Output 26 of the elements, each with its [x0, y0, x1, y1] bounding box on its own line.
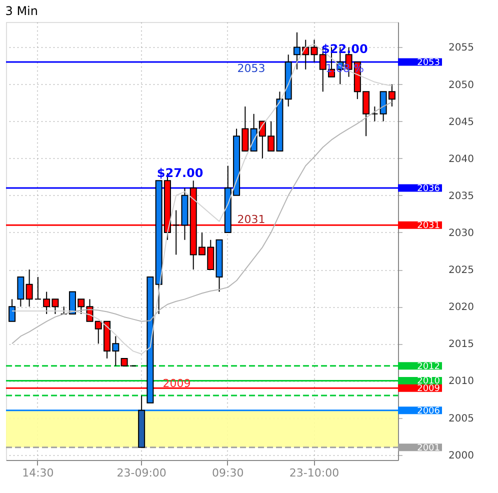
y-tick-label: 2050 [448, 80, 474, 91]
y-tick-label: 2045 [448, 116, 474, 128]
ref-line-label: 2036 [417, 184, 440, 194]
y-tick-label: 2035 [448, 190, 474, 202]
chart-title: 3 Min [5, 4, 38, 18]
annotation: 2053 [237, 62, 266, 75]
y-tick-label: 2040 [448, 154, 474, 165]
y-tick-label: 2010 [448, 376, 474, 388]
ref-line-label: 2001 [417, 443, 440, 454]
x-tick-label: 23-10:00 [289, 466, 340, 480]
annotation: $27.00 [156, 166, 204, 180]
y-tick-label: 2005 [448, 413, 474, 424]
x-tick-label: 14:30 [22, 466, 54, 480]
ref-line-label: 2031 [417, 221, 440, 232]
ref-line-label: 2053 [417, 58, 440, 68]
y-tick-label: 2055 [448, 42, 474, 54]
annotation: 2031 [237, 212, 266, 226]
ref-line-label: 2006 [417, 406, 440, 416]
y-tick-label: 2030 [448, 228, 474, 239]
y-tick-label: 2000 [448, 450, 474, 462]
ref-line-label: 2012 [417, 362, 440, 372]
x-tick-label: 09:30 [212, 466, 244, 480]
y-tick-label: 2020 [448, 302, 474, 314]
x-tick-label: 23-09:00 [116, 466, 166, 480]
y-tick-label: 2015 [448, 339, 474, 350]
y-tick-label: 2025 [448, 265, 474, 276]
